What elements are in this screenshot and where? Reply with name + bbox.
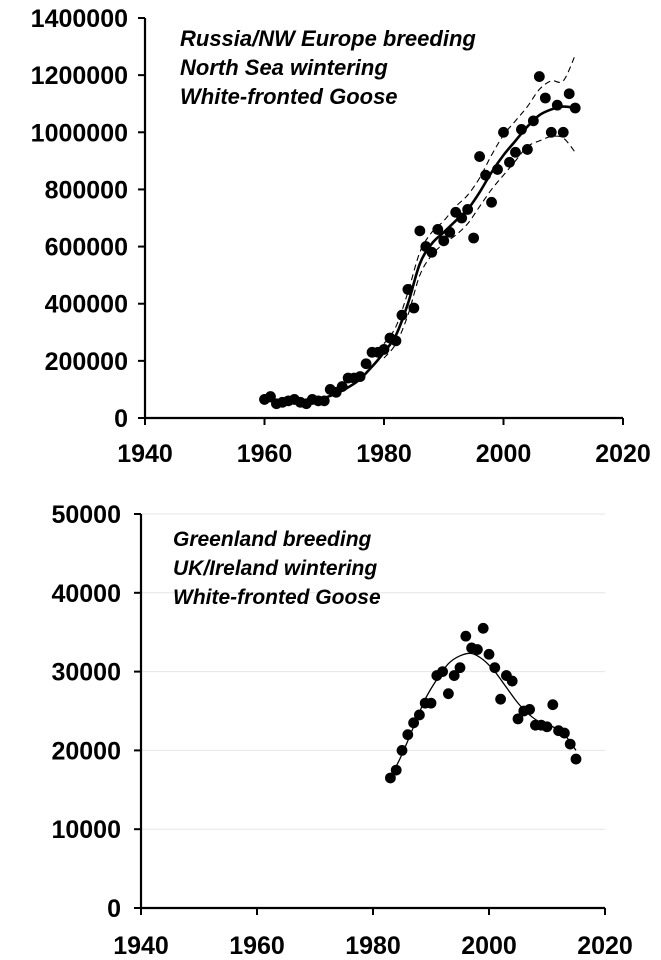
y-tick-label: 0 xyxy=(107,895,121,923)
data-point xyxy=(454,662,466,674)
data-point xyxy=(265,391,276,402)
data-point xyxy=(545,126,557,138)
chart-title-line: Russia/NW Europe breeding xyxy=(180,26,476,51)
data-point xyxy=(504,156,515,168)
data-point xyxy=(425,697,437,709)
data-point xyxy=(360,358,372,370)
y-tick-label: 1000000 xyxy=(31,119,128,147)
y-tick-label: 0 xyxy=(114,405,128,433)
data-point xyxy=(474,151,485,162)
x-tick-label: 1980 xyxy=(345,932,401,960)
y-tick-label: 600000 xyxy=(45,234,128,262)
x-tick-label: 2020 xyxy=(577,932,633,960)
data-point xyxy=(483,648,495,660)
y-tick-label: 400000 xyxy=(45,291,128,319)
trend-line xyxy=(389,652,577,779)
x-tick-label: 1980 xyxy=(356,440,412,468)
chart-greenland: 0 10000 20000 30000 40000 50000 1940 1960 1980 20… xyxy=(51,501,632,960)
data-point xyxy=(512,713,524,725)
x-tick-label: 1940 xyxy=(117,440,173,468)
data-point xyxy=(486,196,497,208)
data-point xyxy=(570,753,582,765)
y-tick-label: 1200000 xyxy=(31,62,128,90)
x-tick-label: 1960 xyxy=(229,932,285,960)
data-point xyxy=(432,224,444,235)
y-tick-label: 50000 xyxy=(51,501,121,529)
data-point xyxy=(378,344,390,355)
y-tick-label: 40000 xyxy=(51,580,121,608)
y-tick-label: 20000 xyxy=(51,737,121,765)
data-point xyxy=(402,729,414,741)
data-point xyxy=(460,630,472,642)
data-point xyxy=(547,699,559,711)
data-point xyxy=(539,92,551,104)
x-tick-label: 1940 xyxy=(113,932,169,960)
data-point xyxy=(438,235,450,247)
data-point xyxy=(448,670,460,681)
data-point xyxy=(408,302,420,314)
data-point xyxy=(524,704,535,715)
trend-line xyxy=(264,105,576,403)
confidence-band-line xyxy=(383,54,576,345)
data-point xyxy=(557,126,569,138)
data-point xyxy=(472,644,483,655)
data-point xyxy=(506,675,518,687)
data-point xyxy=(498,126,509,138)
data-point xyxy=(510,146,521,158)
x-tick-label: 2020 xyxy=(595,440,651,468)
data-point xyxy=(468,232,480,244)
x-tick-label: 2000 xyxy=(461,932,517,960)
data-point xyxy=(443,688,454,700)
data-point xyxy=(354,371,366,382)
chart-russia-nw-europe: 0 200000 400000 600000 800000 1000000 1200000 1… xyxy=(31,5,651,468)
y-tick-label: 800000 xyxy=(45,176,128,204)
data-point xyxy=(533,71,545,82)
data-point xyxy=(477,622,489,634)
chart-title-line: UK/Ireland wintering xyxy=(173,557,377,580)
data-point xyxy=(559,727,570,739)
y-tick-label: 10000 xyxy=(51,816,121,844)
data-point xyxy=(522,144,533,155)
chart-title-line: White-fronted Goose xyxy=(173,586,381,609)
data-point xyxy=(414,225,426,237)
data-point xyxy=(489,662,501,674)
data-point xyxy=(456,212,468,224)
chart-title-line: White-fronted Goose xyxy=(180,84,398,109)
data-point xyxy=(563,88,575,100)
x-tick-label: 1960 xyxy=(237,440,293,468)
confidence-band-line xyxy=(383,135,576,359)
x-tick-label: 2000 xyxy=(476,440,532,468)
chart-title-line: Greenland breeding xyxy=(173,528,372,551)
y-tick-label: 30000 xyxy=(51,659,121,687)
y-tick-label: 200000 xyxy=(45,348,128,376)
chart-title-line: North Sea wintering xyxy=(180,55,388,80)
data-point xyxy=(495,693,506,705)
y-tick-label: 1400000 xyxy=(31,5,128,33)
data-point xyxy=(426,246,438,258)
